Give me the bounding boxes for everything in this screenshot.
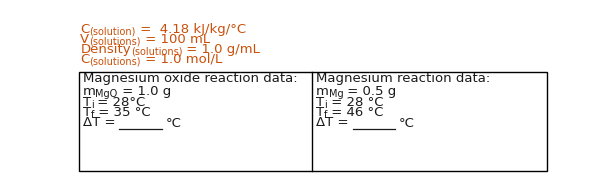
Text: C: C bbox=[80, 53, 89, 66]
Text: f: f bbox=[90, 110, 94, 120]
Text: T: T bbox=[82, 96, 90, 109]
Text: =  4.18 kJ/kg/°C: = 4.18 kJ/kg/°C bbox=[136, 23, 246, 36]
Text: °C: °C bbox=[399, 117, 415, 131]
Text: = 35 °C: = 35 °C bbox=[94, 106, 151, 119]
Text: m: m bbox=[82, 85, 95, 98]
Text: = 1.0 g: = 1.0 g bbox=[118, 85, 171, 98]
Text: T: T bbox=[316, 106, 324, 119]
Text: = 28 °C: = 28 °C bbox=[327, 96, 383, 109]
Text: (solutions): (solutions) bbox=[89, 57, 141, 67]
Text: Magnesium reaction data:: Magnesium reaction data: bbox=[316, 72, 490, 85]
Text: C: C bbox=[80, 23, 89, 36]
Text: (solutions): (solutions) bbox=[89, 37, 141, 47]
Text: = 0.5 g: = 0.5 g bbox=[343, 85, 397, 98]
Text: = 1.0 g/mL: = 1.0 g/mL bbox=[182, 43, 260, 56]
Text: (solutions): (solutions) bbox=[131, 47, 182, 57]
Text: = 28°C: = 28°C bbox=[93, 96, 145, 109]
Bar bbox=[79, 72, 547, 171]
Text: = 1.0 mol/L: = 1.0 mol/L bbox=[141, 53, 222, 66]
Text: ΔT =: ΔT = bbox=[82, 116, 119, 129]
Text: Mg: Mg bbox=[329, 89, 343, 99]
Text: i: i bbox=[90, 100, 93, 110]
Text: i: i bbox=[324, 100, 327, 110]
Text: ΔT =: ΔT = bbox=[316, 116, 353, 129]
Text: Density: Density bbox=[80, 43, 131, 56]
Text: °C: °C bbox=[166, 117, 181, 131]
Text: m: m bbox=[316, 85, 329, 98]
Text: T: T bbox=[82, 106, 90, 119]
Text: (solution): (solution) bbox=[89, 27, 136, 37]
Text: MgO: MgO bbox=[95, 89, 118, 99]
Text: Magnesium oxide reaction data:: Magnesium oxide reaction data: bbox=[82, 72, 297, 85]
Text: V: V bbox=[80, 33, 89, 46]
Text: = 46 °C: = 46 °C bbox=[327, 106, 384, 119]
Text: f: f bbox=[324, 110, 327, 120]
Text: = 100 mL: = 100 mL bbox=[141, 33, 210, 46]
Text: T: T bbox=[316, 96, 324, 109]
